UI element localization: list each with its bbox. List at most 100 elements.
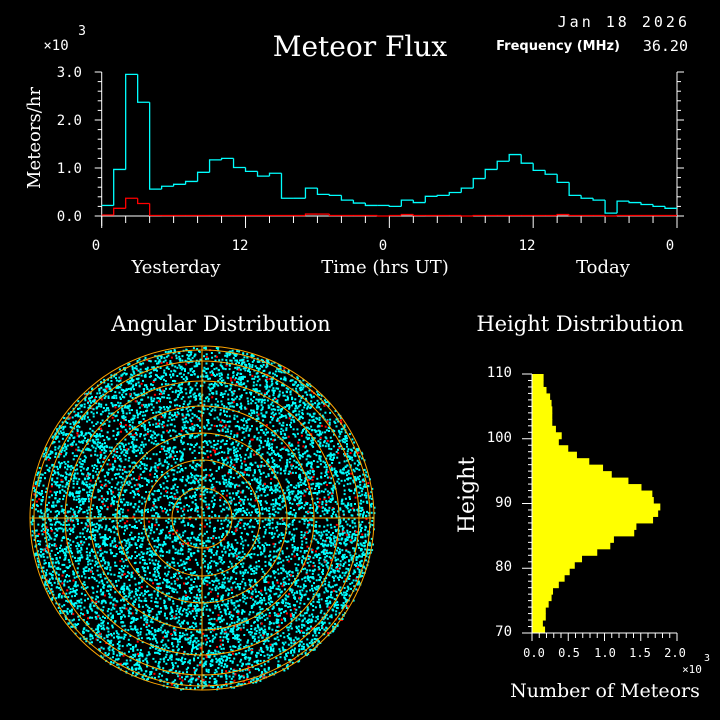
angular-point <box>172 533 175 535</box>
angular-point <box>138 446 141 449</box>
angular-point <box>221 639 224 642</box>
angular-point <box>129 473 132 476</box>
angular-point <box>267 458 269 461</box>
angular-point <box>176 551 179 554</box>
angular-point <box>168 564 171 567</box>
angular-point <box>99 451 102 454</box>
angular-point <box>225 677 228 680</box>
angular-point <box>324 431 327 434</box>
angular-point <box>189 568 192 571</box>
angular-point <box>321 627 323 630</box>
angular-point <box>164 507 166 510</box>
angular-point <box>198 534 201 537</box>
angular-point <box>343 574 346 577</box>
angular-point <box>230 462 233 465</box>
angular-point <box>325 473 328 476</box>
flux-axes <box>94 71 684 228</box>
flux-bin-series-0 <box>340 195 354 201</box>
angular-point <box>338 542 341 544</box>
angular-point <box>136 395 139 398</box>
angular-point <box>142 567 145 570</box>
angular-point <box>154 466 157 469</box>
angular-point <box>119 402 122 405</box>
angular-point <box>216 550 219 553</box>
angular-point <box>137 634 140 637</box>
angular-point <box>272 459 275 462</box>
angular-point <box>122 417 125 420</box>
angular-point <box>320 424 323 427</box>
angular-point <box>185 577 188 580</box>
angular-point <box>269 575 272 578</box>
angular-point <box>251 364 254 367</box>
angular-point <box>226 587 229 590</box>
angular-point <box>217 587 220 590</box>
angular-point <box>93 516 96 518</box>
angular-point <box>182 609 185 612</box>
angular-point <box>205 468 207 471</box>
angular-point <box>221 379 223 382</box>
angular-point <box>134 645 137 648</box>
angular-point <box>94 598 97 601</box>
angular-point <box>30 521 33 524</box>
angular-point <box>310 603 313 606</box>
angular-point <box>282 447 285 450</box>
angular-point <box>133 484 136 487</box>
angular-point <box>262 634 265 637</box>
angular-point <box>54 523 57 526</box>
angular-point <box>209 427 212 430</box>
angular-point <box>36 491 38 494</box>
angular-point <box>185 426 188 429</box>
angular-point <box>232 392 235 395</box>
angular-point <box>232 652 234 655</box>
angular-point <box>45 536 48 539</box>
angular-point <box>329 596 332 599</box>
angular-point <box>44 537 47 540</box>
angular-point <box>223 405 226 408</box>
angular-point <box>141 655 144 658</box>
angular-point <box>259 659 262 662</box>
angular-point <box>157 410 160 413</box>
angular-point <box>332 542 335 545</box>
angular-point <box>163 647 166 650</box>
angular-point <box>66 468 69 471</box>
angular-point <box>37 543 40 545</box>
angular-point <box>72 603 75 606</box>
angular-point <box>116 528 119 530</box>
angular-point <box>278 648 281 651</box>
angular-point <box>220 664 223 667</box>
angular-point <box>107 409 110 412</box>
angular-point <box>56 465 59 468</box>
angular-point <box>313 564 316 567</box>
angular-point <box>209 377 211 380</box>
angular-point <box>286 459 289 461</box>
angular-point <box>105 450 108 453</box>
angular-point <box>265 411 268 414</box>
angular-point <box>122 391 125 394</box>
angular-point <box>133 664 136 667</box>
angular-point <box>179 542 182 545</box>
angular-point <box>143 569 146 572</box>
angular-point <box>147 511 149 513</box>
angular-point <box>189 434 192 437</box>
angular-point <box>293 649 296 652</box>
angular-point <box>226 571 229 574</box>
angular-point <box>192 646 194 649</box>
angular-point <box>83 498 86 500</box>
angular-point <box>276 521 279 524</box>
angular-point <box>324 587 327 590</box>
angular-point <box>133 388 135 391</box>
angular-point <box>103 516 106 519</box>
angular-point <box>99 545 101 548</box>
angular-point <box>175 415 178 418</box>
angular-point <box>201 456 204 459</box>
angular-point <box>100 655 102 658</box>
angular-point <box>135 438 138 441</box>
angular-point <box>276 621 279 624</box>
angular-point <box>199 523 202 526</box>
angular-point <box>37 484 40 487</box>
angular-point <box>188 539 191 542</box>
angular-point <box>90 454 93 457</box>
angular-point <box>250 607 253 609</box>
angular-point <box>326 454 329 457</box>
angular-point <box>323 525 326 528</box>
